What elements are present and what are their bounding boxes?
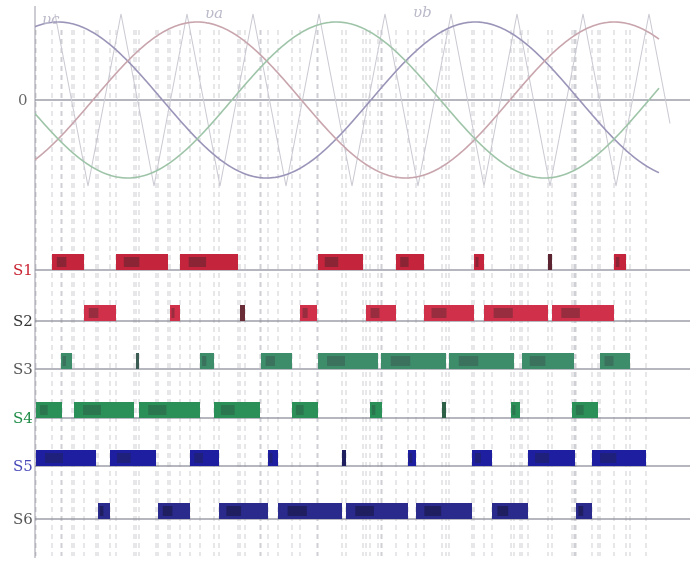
pulse-shade — [83, 405, 101, 415]
pulse-shade — [116, 453, 131, 463]
pulse-shade — [604, 356, 614, 366]
pulse-shade — [123, 257, 140, 267]
channel-label-s3: S3 — [13, 360, 33, 378]
pulse-shade — [370, 308, 380, 318]
sine-wave-vc — [34, 21, 660, 179]
pulse-shade — [355, 506, 374, 516]
pulse-shade — [431, 308, 447, 318]
pulse-s3 — [61, 353, 72, 369]
channel-s3 — [35, 353, 690, 370]
pulse-s1 — [548, 254, 552, 270]
pulse-shade — [56, 257, 67, 267]
pulse-shade — [226, 506, 242, 516]
switching-instant-guides — [35, 30, 647, 556]
pulse-shade — [302, 308, 308, 318]
pulse-shade — [295, 405, 304, 415]
pulse-shade — [400, 257, 409, 267]
pulse-shade — [575, 405, 584, 415]
pulse-shade — [194, 453, 204, 463]
sine-wave-va — [34, 21, 660, 179]
pulse-shade — [578, 506, 584, 516]
pulse-shade — [561, 308, 580, 318]
pulse-s2 — [170, 305, 180, 321]
pulse-shade — [202, 356, 207, 366]
pulse-shade — [88, 308, 99, 318]
channel-label-s1: S1 — [13, 261, 33, 279]
carrier-triangle — [54, 13, 671, 187]
pulse-shade — [324, 257, 339, 267]
pulse-shade — [493, 308, 513, 318]
wave-label-vb: υb — [413, 3, 432, 21]
pulse-shade — [497, 506, 509, 516]
pulse-shade — [171, 308, 175, 318]
triangular-carrier-wave — [54, 13, 671, 187]
pulse-shade — [390, 356, 411, 366]
pulse-shade — [265, 356, 275, 366]
pulse-shade — [148, 405, 167, 415]
pulse-s5 — [342, 450, 346, 466]
pulse-s1 — [474, 254, 484, 270]
pulse-shade — [62, 356, 66, 366]
channel-label-s6: S6 — [13, 510, 33, 528]
reference-sine-waves — [34, 21, 660, 179]
pulse-shade — [512, 405, 516, 415]
pulse-shade — [424, 506, 442, 516]
pulse-shade — [220, 405, 235, 415]
pulse-shade — [535, 453, 550, 463]
channel-s6 — [35, 503, 690, 520]
wave-label-va: υa — [205, 4, 223, 22]
pulse-shade — [615, 257, 620, 267]
channel-s1 — [35, 254, 690, 271]
sine-wave-vb — [34, 21, 660, 179]
pulse-s4 — [511, 402, 520, 418]
channel-s2 — [35, 305, 690, 322]
pulse-shade — [39, 405, 48, 415]
channel-s5 — [35, 450, 690, 467]
pulse-shade — [287, 506, 307, 516]
pulse-shade — [99, 506, 104, 516]
switch-gate-signals — [35, 254, 690, 520]
pulse-shade — [475, 257, 479, 267]
channel-s4 — [35, 402, 690, 419]
pulse-shade — [458, 356, 479, 366]
pulse-shade — [327, 356, 345, 366]
zero-label: 0 — [18, 91, 28, 109]
pulse-shade — [162, 506, 173, 516]
pulse-shade — [188, 257, 207, 267]
pulse-shade — [45, 453, 63, 463]
channel-label-s4: S4 — [13, 409, 33, 427]
pulse-shade — [409, 453, 413, 463]
pulse-s2 — [240, 305, 245, 321]
pulse-shade — [529, 356, 546, 366]
channel-label-s2: S2 — [13, 312, 33, 330]
pulse-shade — [600, 453, 617, 463]
wave-label-vc: υc — [42, 10, 60, 28]
pulse-s3 — [136, 353, 139, 369]
pulse-shade — [475, 453, 481, 463]
pulse-shade — [371, 405, 376, 415]
pulse-s5 — [268, 450, 278, 466]
channel-label-s5: S5 — [13, 457, 33, 475]
pulse-s4 — [442, 402, 446, 418]
pulse-shade — [269, 453, 273, 463]
